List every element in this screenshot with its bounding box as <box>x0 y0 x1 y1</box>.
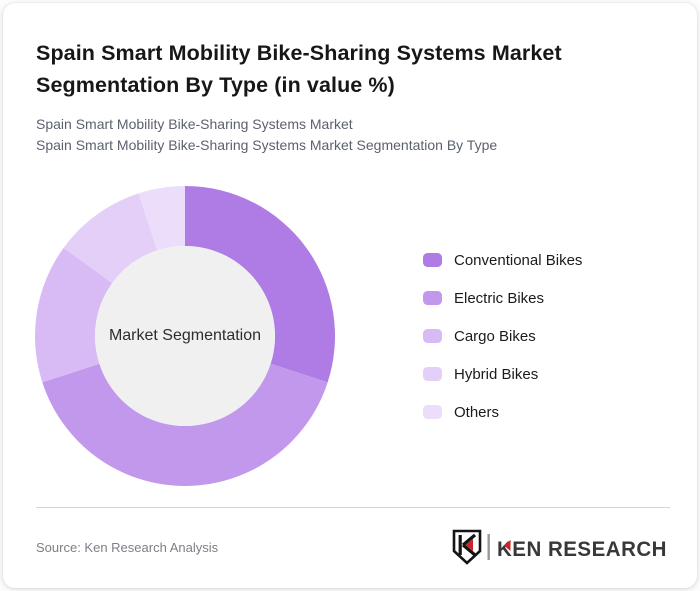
legend-item: Cargo Bikes <box>423 327 582 345</box>
donut-chart-container <box>35 186 335 486</box>
legend-swatch <box>423 291 442 305</box>
legend-label: Others <box>454 403 500 421</box>
legend-swatch <box>423 367 442 381</box>
report-card: Spain Smart Mobility Bike-Sharing System… <box>3 3 697 588</box>
donut-segment-conventional-bikes <box>185 186 335 383</box>
source-text: Source: Ken Research Analysis <box>36 540 219 555</box>
legend-swatch <box>423 329 442 343</box>
footer-divider <box>36 507 670 508</box>
page-title-line2: Segmentation By Type (in value %) <box>36 73 395 97</box>
ken-shield-icon <box>452 529 482 565</box>
chart-legend: Conventional Bikes Electric Bikes Cargo … <box>423 253 582 443</box>
legend-label: Cargo Bikes <box>454 327 536 345</box>
page-title-line1: Spain Smart Mobility Bike-Sharing System… <box>36 41 562 65</box>
donut-segment-cargo-bikes <box>35 247 113 383</box>
ken-research-logo: KEN RESEARCH <box>452 529 667 565</box>
logo-divider <box>487 534 490 560</box>
donut-segment-hybrid-bikes <box>63 193 158 284</box>
legend-swatch <box>423 253 442 267</box>
donut-chart <box>35 186 335 486</box>
logo-k-triangle <box>504 540 511 551</box>
legend-label: Electric Bikes <box>454 289 545 307</box>
legend-item: Others <box>423 403 582 421</box>
legend-swatch <box>423 405 442 419</box>
page-subtitle-line2: Spain Smart Mobility Bike-Sharing System… <box>36 137 498 153</box>
legend-item: Conventional Bikes <box>423 251 583 269</box>
legend-label: Hybrid Bikes <box>454 365 539 383</box>
legend-item: Hybrid Bikes <box>423 365 582 383</box>
page-subtitle-line1: Spain Smart Mobility Bike-Sharing System… <box>36 116 353 132</box>
page-title: Spain Smart Mobility Bike-Sharing System… <box>36 37 666 101</box>
logo-text: KEN RESEARCH <box>497 538 667 561</box>
page-subtitle: Spain Smart Mobility Bike-Sharing System… <box>36 114 676 156</box>
legend-label: Conventional Bikes <box>454 251 583 269</box>
legend-item: Electric Bikes <box>423 289 582 307</box>
donut-center-circle <box>95 246 275 426</box>
donut-segment-electric-bikes <box>42 363 328 486</box>
donut-segment-others <box>138 186 185 251</box>
